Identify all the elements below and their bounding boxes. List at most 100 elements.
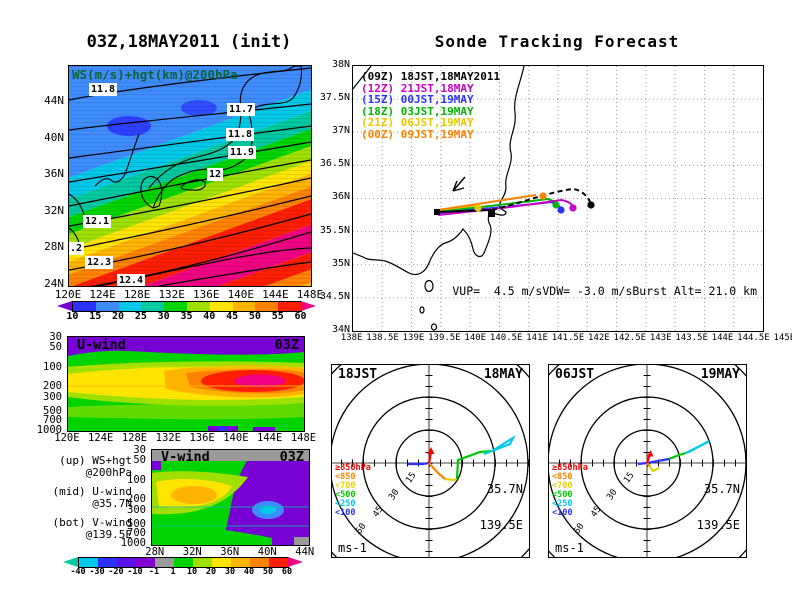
tracking-lon-axis: 138E 138.5E 139E 139.5E 140E 140.5E 141E 141.5E…	[337, 333, 792, 343]
colorbar-value: 30	[157, 311, 170, 322]
vwind-colorbar-high-arrow	[288, 557, 303, 567]
colorbar-cell	[250, 558, 269, 567]
init-lon-axis: 120E 124E 128E 132E 136E 140E 144E 148E	[51, 288, 327, 301]
hodo2-station-lon: 139.5E	[696, 518, 740, 532]
caption-line: (mid) U-wind	[52, 485, 132, 498]
lat-tick: 36N	[220, 546, 240, 558]
colorbar-value: 35	[180, 311, 193, 322]
caption-line: @35.7N	[92, 497, 132, 510]
hodo1-station-lon: 139.5E	[479, 518, 523, 532]
lon-tick: 144.5E	[737, 333, 770, 343]
vwind-canvas	[152, 450, 309, 545]
hodo2-station-lat: 35.7N	[703, 482, 740, 496]
lon-tick: 144E	[257, 432, 283, 444]
colorbar-value: -1	[148, 567, 160, 577]
colorbar-cell	[117, 558, 136, 567]
lat-tick: 37.5N	[319, 92, 350, 103]
caption-line: (bot) V-wind	[52, 516, 132, 529]
pressure-tick: 200	[127, 493, 146, 505]
vwind-plot: V-wind 03Z	[151, 449, 310, 546]
lat-tick: 28N	[145, 546, 165, 558]
colorbar-cell	[193, 558, 212, 567]
contour-label: 11.8	[226, 128, 255, 141]
lon-tick: 143E	[649, 333, 672, 343]
hodo-legend-entry: <500	[335, 490, 356, 500]
annotation-line: Burst Alt= 21.0 km	[632, 284, 757, 298]
tracking-legend-entry: (15Z) 00JST,19MAY	[361, 93, 474, 106]
colorbar-value: -20	[108, 567, 124, 577]
colorbar-cell	[269, 558, 288, 567]
lon-tick: 139E	[402, 333, 425, 343]
caption-line: @139.5E	[85, 528, 132, 541]
hodograph-1-canvas	[332, 365, 529, 557]
colorbar-value: 55	[271, 311, 284, 322]
init-map-canvas	[69, 66, 311, 286]
vwind-label: V-wind	[161, 449, 210, 465]
lat-tick: 40N	[257, 546, 277, 558]
init-colorbar-low-arrow	[57, 301, 72, 311]
lat-tick: 34.5N	[319, 291, 350, 302]
colorbar-value: 10	[66, 311, 79, 322]
lon-tick: 141.5E	[551, 333, 585, 343]
hodo1-station-lat: 35.7N	[486, 482, 523, 496]
init-map-title: 03Z,18MAY2011 (init)	[86, 32, 292, 52]
lat-tick: 35N	[331, 258, 350, 269]
contour-label: 12.3	[85, 256, 114, 269]
hodo-legend-entry: <100	[335, 508, 356, 518]
colorbar-cell	[255, 302, 279, 311]
colorbar-value: 10	[186, 567, 198, 577]
contour-label: 12.4	[117, 274, 146, 286]
colorbar-value: 15	[89, 311, 102, 322]
init-colorbar	[72, 301, 302, 312]
pressure-tick: 700	[127, 527, 146, 539]
lat-tick: 24N	[44, 277, 64, 290]
tracking-annotations: VUP= 4.5 m/sVDW= -3.0 m/sBurst Alt= 21.0…	[452, 284, 757, 298]
init-colorbar-labels: 10 15 20 25 30 35 40 45 50 55 60	[61, 311, 312, 322]
contour-label: 12.2	[69, 242, 85, 255]
hodo-legend-entry: ≥850hPa	[335, 463, 371, 473]
lon-tick: 120E	[54, 288, 82, 301]
colorbar-value: 50	[248, 311, 261, 322]
lon-tick: 132E	[158, 288, 185, 301]
lon-tick: 136E	[193, 288, 220, 301]
init-colorbar-high-arrow	[301, 301, 316, 311]
pressure-tick: 500	[127, 518, 146, 530]
lat-tick: 44N	[295, 546, 315, 558]
hodo-legend-entry: <250	[552, 499, 573, 509]
colorbar-value: -30	[89, 567, 105, 577]
hodo2-station: 35.7N 139.5E	[697, 459, 740, 555]
vwind-colorbar-labels: -40 -30 -20 -10 -1 1 10 20 30 40 50 60	[69, 567, 297, 577]
init-map-plot: WS(m/s)+hgt(km)@200hPa 11.8 11.7 11.8 11…	[68, 65, 312, 287]
tracking-legend-entry: (18Z) 03JST,19MAY	[361, 104, 474, 118]
colorbar-cell	[73, 302, 96, 311]
hodo1-pressure-legend: ≥850hPa <850 <700 <500 <250 <100	[335, 464, 371, 518]
colorbar-value: 60	[281, 567, 293, 577]
lat-tick: 40N	[44, 131, 64, 144]
colorbar-value: 20	[112, 311, 125, 322]
hodograph-1: 18JST 18MAY ms-1 35.7N 139.5E ≥850hPa <85…	[331, 364, 530, 558]
hodo2-date: 19MAY	[700, 367, 740, 382]
hodo2-unit: ms-1	[555, 541, 584, 555]
lat-tick: 38N	[331, 59, 350, 70]
colorbar-value: 40	[203, 311, 216, 322]
hodo-legend-entry: <850	[552, 472, 573, 482]
hodo-legend-entry: <500	[552, 490, 573, 500]
hodo-legend-entry: <250	[335, 499, 356, 509]
uwind-canvas	[68, 337, 304, 431]
tracking-legend-entry: (12Z) 21JST,18MAY	[361, 81, 474, 95]
pressure-tick: 700	[43, 414, 62, 426]
tracking-title: Sonde Tracking Forecast	[434, 32, 680, 51]
colorbar-cell	[209, 302, 233, 311]
lon-tick: 148E	[296, 288, 324, 301]
lat-tick: 44N	[44, 94, 64, 107]
hodo1-station: 35.7N 139.5E	[480, 459, 523, 555]
lon-tick: 140.5E	[489, 333, 523, 343]
lon-tick: 138.5E	[366, 333, 399, 343]
colorbar-cell	[95, 302, 119, 311]
pressure-tick: 100	[43, 361, 62, 373]
colorbar-cell	[232, 302, 256, 311]
lon-tick: 144E	[262, 288, 289, 301]
pressure-tick: 1000	[36, 424, 62, 436]
pressure-tick: 50	[49, 341, 62, 353]
colorbar-cell	[278, 302, 301, 311]
